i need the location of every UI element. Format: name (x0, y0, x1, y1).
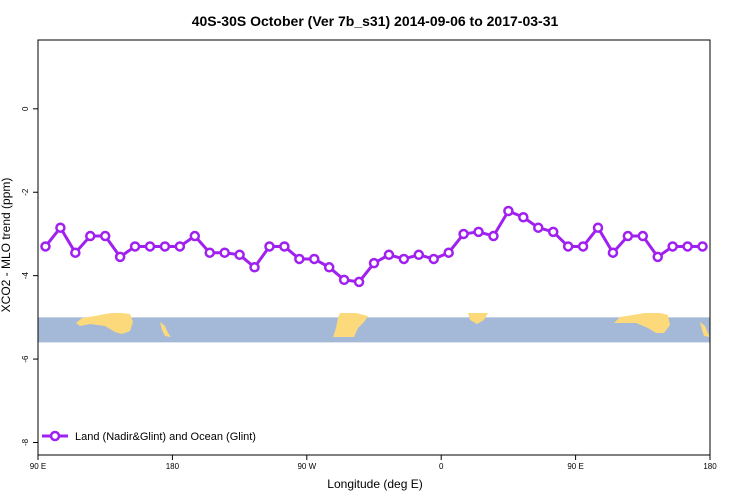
data-point (55, 222, 66, 233)
land-australia-2 (614, 313, 670, 333)
chart-title: 40S-30S October (Ver 7b_s31) 2014-09-06 … (192, 13, 559, 29)
data-point (309, 253, 320, 265)
data-point (189, 230, 201, 242)
data-point (383, 249, 395, 261)
data-point (503, 205, 514, 217)
data-point (622, 230, 634, 242)
data-point (219, 247, 230, 258)
data-point (323, 262, 335, 273)
data-point (637, 230, 649, 242)
x-axis: 90 E 180 90 W 0 90 E 180 (30, 455, 717, 471)
data-point (204, 247, 215, 258)
legend-label: Land (Nadir&Glint) and Ocean (Glint) (75, 431, 256, 443)
data-point (488, 230, 499, 242)
data-point (458, 228, 469, 240)
data-point (85, 230, 96, 242)
data-point (338, 274, 350, 286)
y-tick-label: -2 (21, 188, 30, 196)
land-new-zealand-1 (160, 322, 171, 337)
data-point (592, 222, 604, 233)
land-shapes (76, 313, 710, 337)
data-point (234, 249, 245, 261)
data-point (533, 222, 544, 233)
data-point (413, 249, 425, 261)
x-tick-label: 180 (703, 462, 717, 471)
data-point (353, 276, 365, 288)
x-tick-label: 180 (166, 462, 180, 471)
data-point (443, 247, 454, 258)
land-australia-1 (76, 313, 133, 334)
legend-marker (49, 430, 61, 442)
data-point (368, 257, 380, 269)
x-axis-label: Longitude (deg E) (327, 477, 422, 491)
data-point (577, 241, 589, 252)
y-tick-label: 0 (21, 106, 30, 111)
data-point (144, 241, 156, 252)
map-band (38, 313, 710, 343)
data-point (667, 241, 678, 252)
data-point (129, 241, 141, 252)
legend: Land (Nadir&Glint) and Ocean (Glint) (42, 430, 256, 443)
data-point (40, 241, 51, 252)
y-axis-label: XCO2 - MLO trend (ppm) (0, 178, 13, 313)
data-point (279, 241, 290, 252)
data-point (99, 230, 111, 242)
data-point (428, 253, 439, 265)
plot-frame (37, 39, 711, 456)
data-point (159, 241, 171, 252)
land-south-america (333, 313, 368, 337)
data-point (697, 241, 708, 252)
series-layer (40, 205, 708, 288)
data-point (264, 241, 275, 252)
x-tick-label: 90 E (30, 462, 46, 471)
data-point (249, 262, 260, 273)
land-africa (468, 313, 488, 324)
ocean-band (38, 317, 710, 343)
data-point (682, 241, 693, 252)
y-tick-label: -6 (21, 355, 30, 363)
series-line (44, 209, 703, 284)
x-tick-label: 90 E (567, 462, 583, 471)
x-tick-label: 0 (439, 462, 444, 471)
data-point (473, 226, 484, 238)
y-tick-label: -4 (21, 272, 30, 280)
data-point (70, 247, 81, 258)
data-point (174, 241, 186, 252)
data-point (607, 247, 619, 258)
data-point (547, 226, 559, 238)
data-point (294, 253, 305, 265)
data-point (518, 212, 529, 223)
data-point (398, 253, 410, 265)
data-point (114, 251, 126, 263)
land-new-zealand-2 (700, 322, 710, 337)
data-point (562, 241, 574, 252)
x-tick-label: 90 W (297, 462, 316, 471)
y-tick-label: -8 (21, 438, 30, 446)
y-axis: 0 -2 -4 -6 -8 (21, 106, 38, 446)
data-point (652, 251, 663, 263)
